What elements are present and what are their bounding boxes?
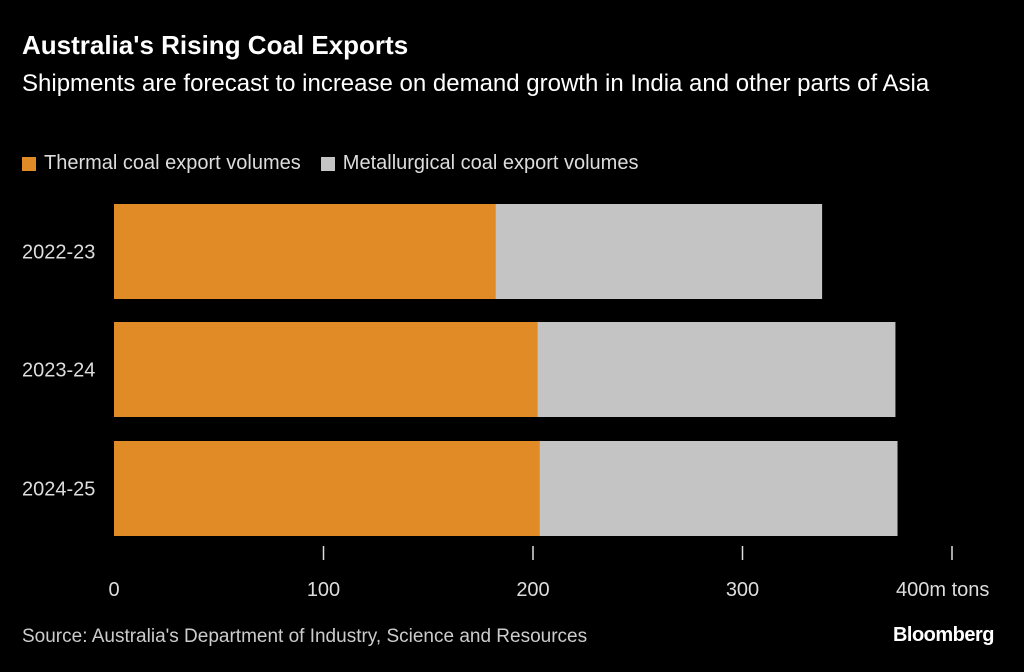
- legend-label-thermal: Thermal coal export volumes: [44, 152, 301, 174]
- legend-swatch-thermal: [22, 156, 36, 171]
- chart-subtitle: Shipments are forecast to increase on de…: [22, 70, 930, 97]
- legend-swatch-metallurgical: [320, 156, 335, 171]
- bar-metallurgical-2023-24: [537, 322, 896, 417]
- bar-metallurgical-2024-25: [539, 441, 898, 536]
- bar-thermal-2022-23: [114, 204, 496, 299]
- legend: Thermal coal export volumes Metallurgica…: [22, 152, 658, 175]
- legend-item-metallurgical: Metallurgical coal export volumes: [320, 152, 639, 175]
- category-label: 2024-25: [22, 479, 95, 501]
- category-label: 2022-23: [22, 242, 95, 264]
- x-tick-label: 300: [726, 579, 759, 601]
- x-tick-label: 200: [516, 579, 549, 601]
- bar-thermal-2024-25: [114, 441, 540, 536]
- legend-item-thermal: Thermal coal export volumes: [22, 152, 301, 175]
- bar-metallurgical-2022-23: [495, 204, 823, 299]
- chart-title: Australia's Rising Coal Exports: [22, 30, 409, 60]
- x-tick-label: 100: [307, 579, 340, 601]
- x-tick-label: 400m tons: [896, 579, 989, 601]
- source-note: Source: Australia's Department of Indust…: [22, 626, 588, 647]
- bar-thermal-2023-24: [114, 322, 538, 417]
- category-label: 2023-24: [22, 360, 95, 382]
- legend-label-metallurgical: Metallurgical coal export volumes: [342, 152, 639, 174]
- bloomberg-logo: Bloomberg: [892, 624, 995, 646]
- x-tick-label: 0: [108, 579, 119, 601]
